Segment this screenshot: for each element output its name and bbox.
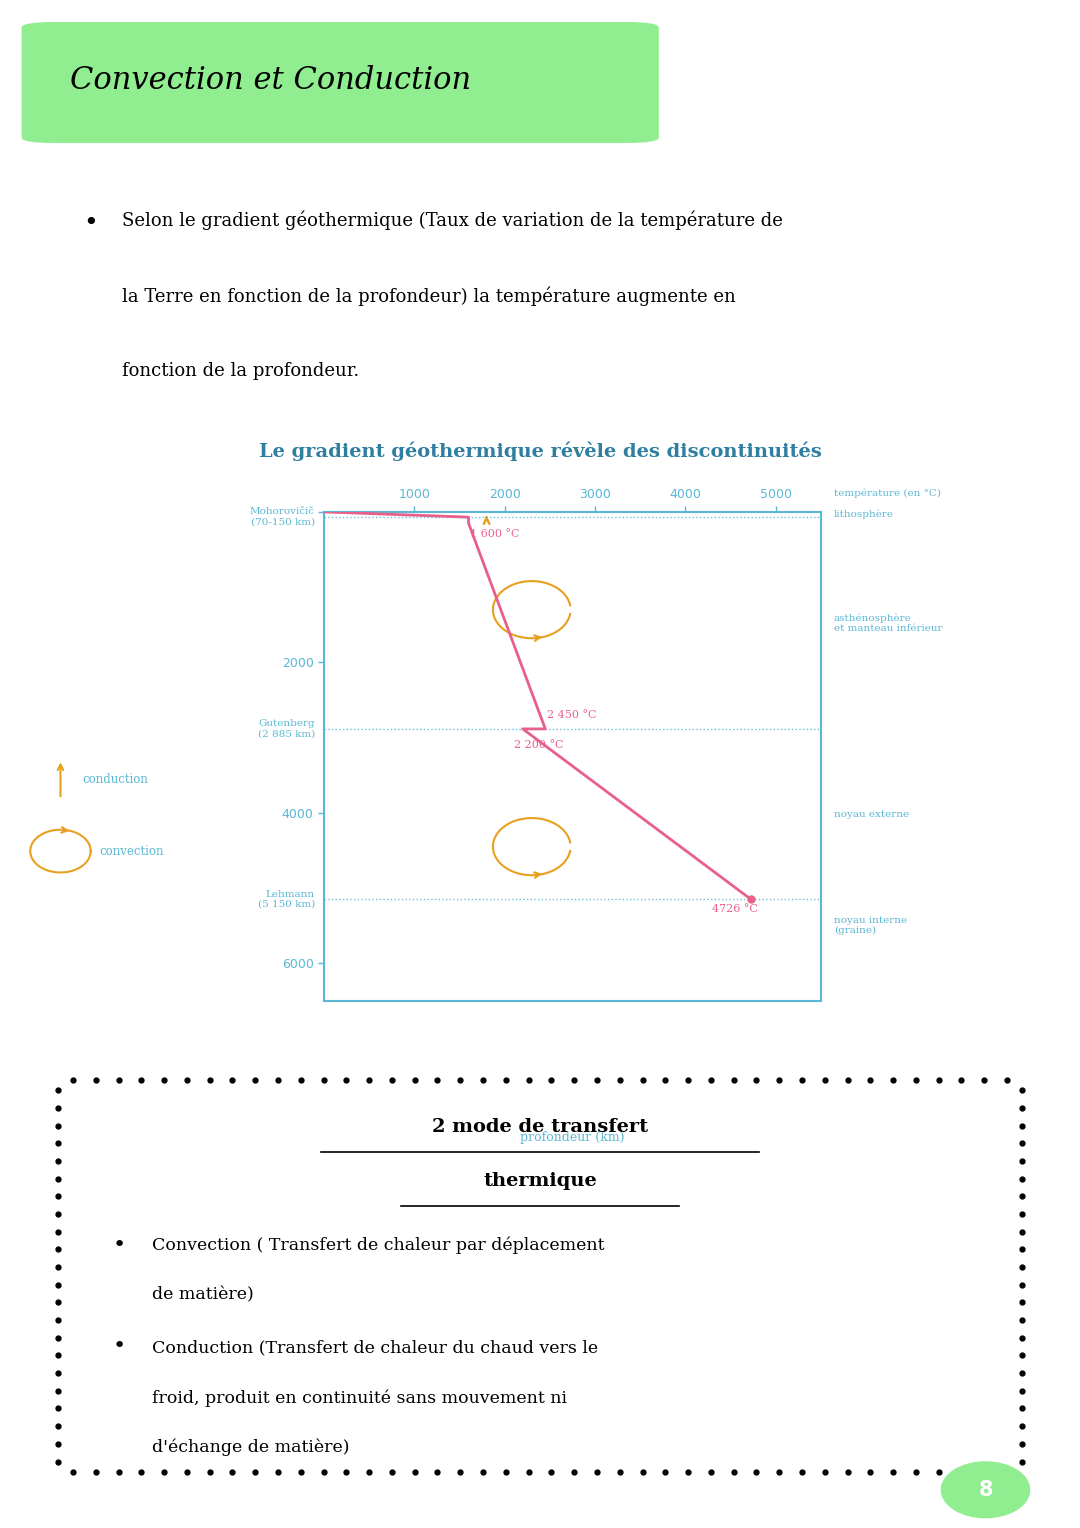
Text: convection: convection <box>99 845 164 857</box>
Text: Gutenberg
(2 885 km): Gutenberg (2 885 km) <box>258 720 315 738</box>
Text: de matière): de matière) <box>152 1287 254 1303</box>
Text: Convection ( Transfert de chaleur par déplacement: Convection ( Transfert de chaleur par dé… <box>152 1236 605 1254</box>
Text: 1 600 °C: 1 600 °C <box>470 529 519 539</box>
Text: •: • <box>112 1335 126 1355</box>
FancyBboxPatch shape <box>22 21 659 144</box>
Text: température (en °C): température (en °C) <box>834 489 941 498</box>
Text: conduction: conduction <box>82 773 148 785</box>
Text: Selon le gradient géothermique (Taux de variation de la température de: Selon le gradient géothermique (Taux de … <box>122 211 783 231</box>
Text: la Terre en fonction de la profondeur) la température augmente en: la Terre en fonction de la profondeur) l… <box>122 287 735 306</box>
Text: thermique: thermique <box>483 1172 597 1190</box>
Text: 8: 8 <box>978 1479 993 1500</box>
Text: •: • <box>112 1235 126 1254</box>
Text: 2 200 °C: 2 200 °C <box>514 740 563 750</box>
Text: 2 450 °C: 2 450 °C <box>548 711 596 720</box>
Text: 4726 °C: 4726 °C <box>713 905 758 914</box>
Text: Conduction (Transfert de chaleur du chaud vers le: Conduction (Transfert de chaleur du chau… <box>152 1340 598 1357</box>
Text: noyau interne
(graine): noyau interne (graine) <box>834 915 907 935</box>
Text: fonction de la profondeur.: fonction de la profondeur. <box>122 362 360 380</box>
Text: lithosphère: lithosphère <box>834 510 894 520</box>
Text: Convection et Conduction: Convection et Conduction <box>70 66 471 96</box>
Text: noyau externe: noyau externe <box>834 810 909 819</box>
Text: •: • <box>83 211 98 235</box>
Text: Lehmann
(5 150 km): Lehmann (5 150 km) <box>258 889 315 909</box>
Text: 2 mode de transfert: 2 mode de transfert <box>432 1118 648 1137</box>
Text: d'échange de matière): d'échange de matière) <box>152 1439 350 1456</box>
Text: Mohorovičič
(70-150 km): Mohorovičič (70-150 km) <box>249 507 315 527</box>
Text: Le gradient géothermique révèle des discontinuités: Le gradient géothermique révèle des disc… <box>258 442 822 460</box>
Text: asthénosphère
et manteau inférieur: asthénosphère et manteau inférieur <box>834 613 942 633</box>
Text: froid, produit en continuité sans mouvement ni: froid, produit en continuité sans mouvem… <box>152 1389 567 1407</box>
Text: profondeur (km): profondeur (km) <box>521 1131 624 1144</box>
Circle shape <box>942 1462 1029 1517</box>
